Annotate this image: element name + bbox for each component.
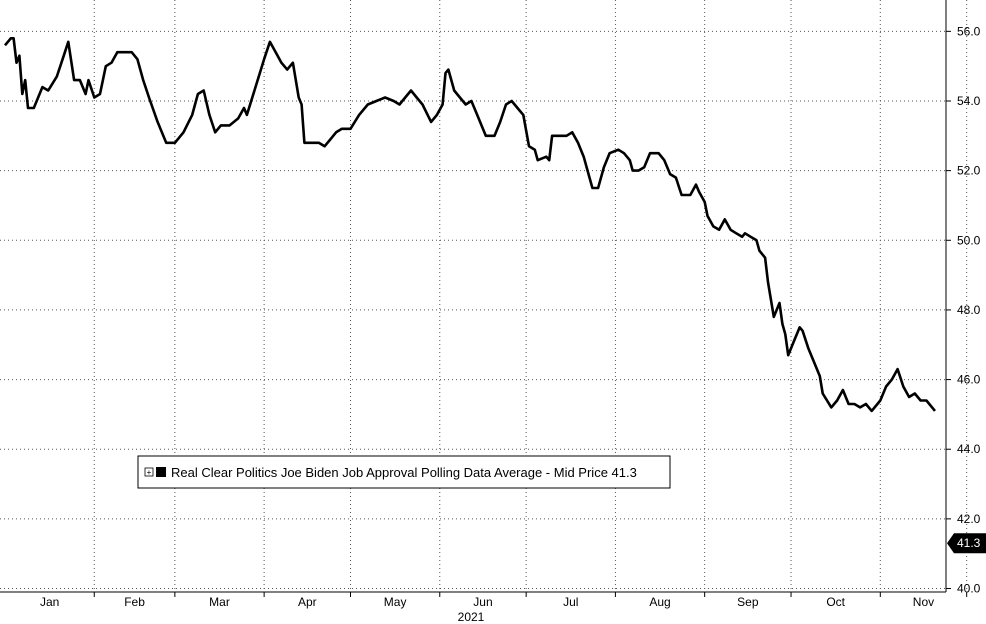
last-value-tag-background: [947, 533, 986, 554]
y-tick-label: 46.0: [957, 373, 981, 387]
x-tick-label: Jun: [473, 595, 492, 609]
last-value-label: 41.3: [957, 536, 981, 550]
x-tick-label: Oct: [826, 595, 845, 609]
x-tick-label: Jan: [40, 595, 59, 609]
x-tick-label: Nov: [913, 595, 934, 609]
x-tick-label: Mar: [209, 595, 230, 609]
legend-label: Real Clear Politics Joe Biden Job Approv…: [171, 465, 637, 480]
series-layer: [3, 37, 937, 413]
legend-expand-mark: +: [147, 468, 152, 477]
y-tick-label: 40.0: [957, 582, 981, 596]
x-tick-label: Sep: [737, 595, 759, 609]
y-axis: 40.0 42.0 44.0 46.0 48.0 50.0 52.0 54.0 56.0: [946, 24, 981, 596]
grid-lines: [0, 0, 968, 592]
y-tick-label: 48.0: [957, 303, 981, 317]
legend: + Real Clear Politics Joe Biden Job Appr…: [137, 455, 671, 489]
x-tick-label: Jul: [563, 595, 578, 609]
y-tick-label: 50.0: [957, 233, 981, 247]
y-tick-label: 42.0: [957, 512, 981, 526]
legend-swatch: [156, 467, 166, 477]
x-tick-label: Apr: [298, 595, 317, 609]
x-axis: Jan Feb Mar Apr May Jun Jul Aug Sep Oct Nov: [40, 592, 968, 609]
last-value-tag: 41.3: [947, 533, 986, 554]
y-tick-label: 52.0: [957, 164, 981, 178]
legend-expand-icon[interactable]: [144, 467, 154, 477]
y-tick-label: 56.0: [957, 24, 981, 38]
x-axis-title: 2021: [458, 610, 485, 624]
y-tick-label: 54.0: [957, 94, 981, 108]
x-tick-label: May: [384, 595, 407, 609]
legend-box: [137, 455, 671, 489]
series-line-0: [3, 37, 937, 413]
x-tick-label: Feb: [124, 595, 145, 609]
x-tick-label: Aug: [649, 595, 670, 609]
y-tick-label: 44.0: [957, 442, 981, 456]
